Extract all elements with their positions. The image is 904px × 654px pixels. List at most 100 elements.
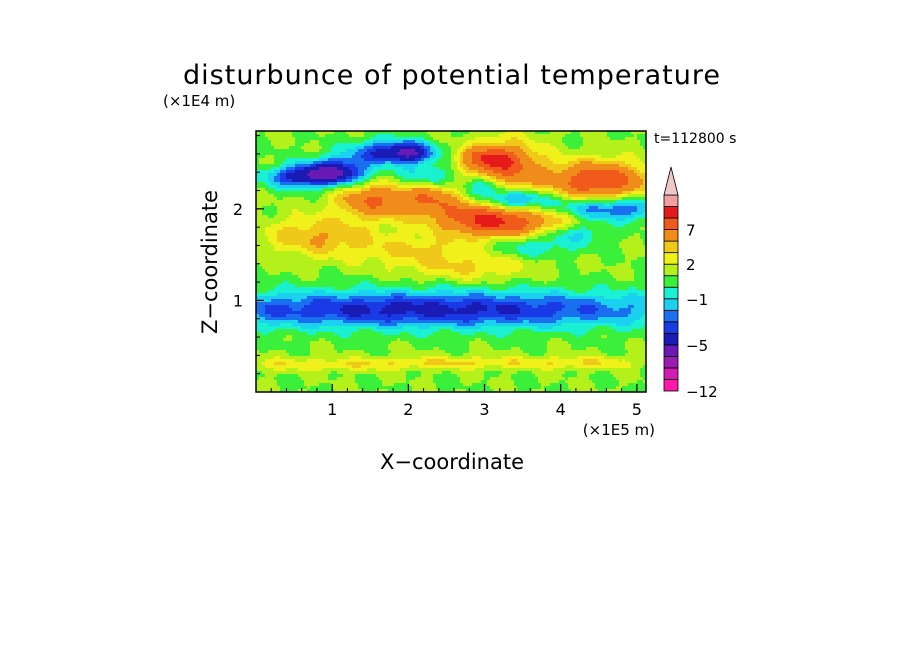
contour-cell [487,173,490,176]
contour-cell [475,176,478,179]
contour-cell [442,170,445,173]
contour-cell [358,182,361,185]
contour-cell [478,137,481,140]
contour-cell [322,200,325,203]
contour-cell [637,218,640,221]
contour-cell [493,224,496,227]
contour-cell [358,140,361,143]
contour-cell [433,185,436,188]
contour-cell [358,158,361,161]
contour-cell [541,176,544,179]
contour-cell [526,185,529,188]
contour-cell [382,206,385,209]
contour-cell [421,167,424,170]
contour-cell [619,233,622,236]
contour-cell [523,188,526,191]
contour-cell [475,170,478,173]
contour-cell [532,224,535,227]
contour-cell [274,176,277,179]
contour-cell [562,233,565,236]
contour-cell [454,215,457,218]
contour-cell [463,173,466,176]
contour-cell [607,230,610,233]
contour-cell [496,188,499,191]
contour-cell [346,161,349,164]
contour-cell [487,176,490,179]
contour-cell [616,164,619,167]
contour-cell [328,173,331,176]
contour-cell [559,152,562,155]
contour-cell [391,224,394,227]
contour-cell [616,155,619,158]
contour-cell [373,185,376,188]
contour-cell [601,149,604,152]
contour-cell [355,200,358,203]
contour-cell [619,176,622,179]
contour-cell [475,167,478,170]
contour-cell [328,143,331,146]
contour-cell [538,143,541,146]
contour-cell [472,233,475,236]
contour-cell [451,227,454,230]
contour-cell [502,146,505,149]
contour-cell [430,206,433,209]
contour-cell [358,197,361,200]
contour-cell [493,146,496,149]
contour-cell [322,176,325,179]
contour-cell [271,230,274,233]
contour-cell [361,143,364,146]
contour-cell [634,185,637,188]
contour-cell [511,173,514,176]
contour-cell [415,194,418,197]
contour-cell [304,218,307,221]
contour-cell [295,149,298,152]
contour-cell [325,143,328,146]
contour-cell [379,152,382,155]
contour-cell [442,188,445,191]
contour-cell [379,245,382,248]
contour-cell [511,236,514,239]
contour-cell [361,239,364,242]
contour-cell [598,152,601,155]
contour-cell [265,215,268,218]
contour-cell [460,185,463,188]
contour-cell [496,182,499,185]
contour-cell [514,206,517,209]
contour-cell [319,212,322,215]
contour-cell [571,146,574,149]
contour-cell [622,131,625,134]
contour-cell [406,185,409,188]
contour-cell [367,239,370,242]
contour-cell [424,203,427,206]
contour-cell [367,152,370,155]
contour-cell [268,194,271,197]
contour-cell [550,233,553,236]
contour-cell [631,149,634,152]
contour-cell [499,155,502,158]
contour-cell [604,167,607,170]
contour-cell [373,236,376,239]
contour-cell [379,143,382,146]
contour-cell [400,152,403,155]
contour-cell [478,155,481,158]
contour-cell [565,158,568,161]
contour-cell [256,227,259,230]
contour-cell [274,173,277,176]
contour-cell [568,152,571,155]
contour-cell [259,206,262,209]
contour-cell [568,173,571,176]
contour-cell [376,188,379,191]
contour-cell [358,188,361,191]
contour-cell [592,236,595,239]
chart-title: disturbunce of potential temperature [183,60,721,91]
contour-cell [454,152,457,155]
contour-cell [274,245,277,248]
contour-cell [442,221,445,224]
contour-cell [391,140,394,143]
contour-cell [535,152,538,155]
contour-cell [370,209,373,212]
contour-cell [574,140,577,143]
contour-cell [544,194,547,197]
contour-cell [286,146,289,149]
contour-cell [625,179,628,182]
